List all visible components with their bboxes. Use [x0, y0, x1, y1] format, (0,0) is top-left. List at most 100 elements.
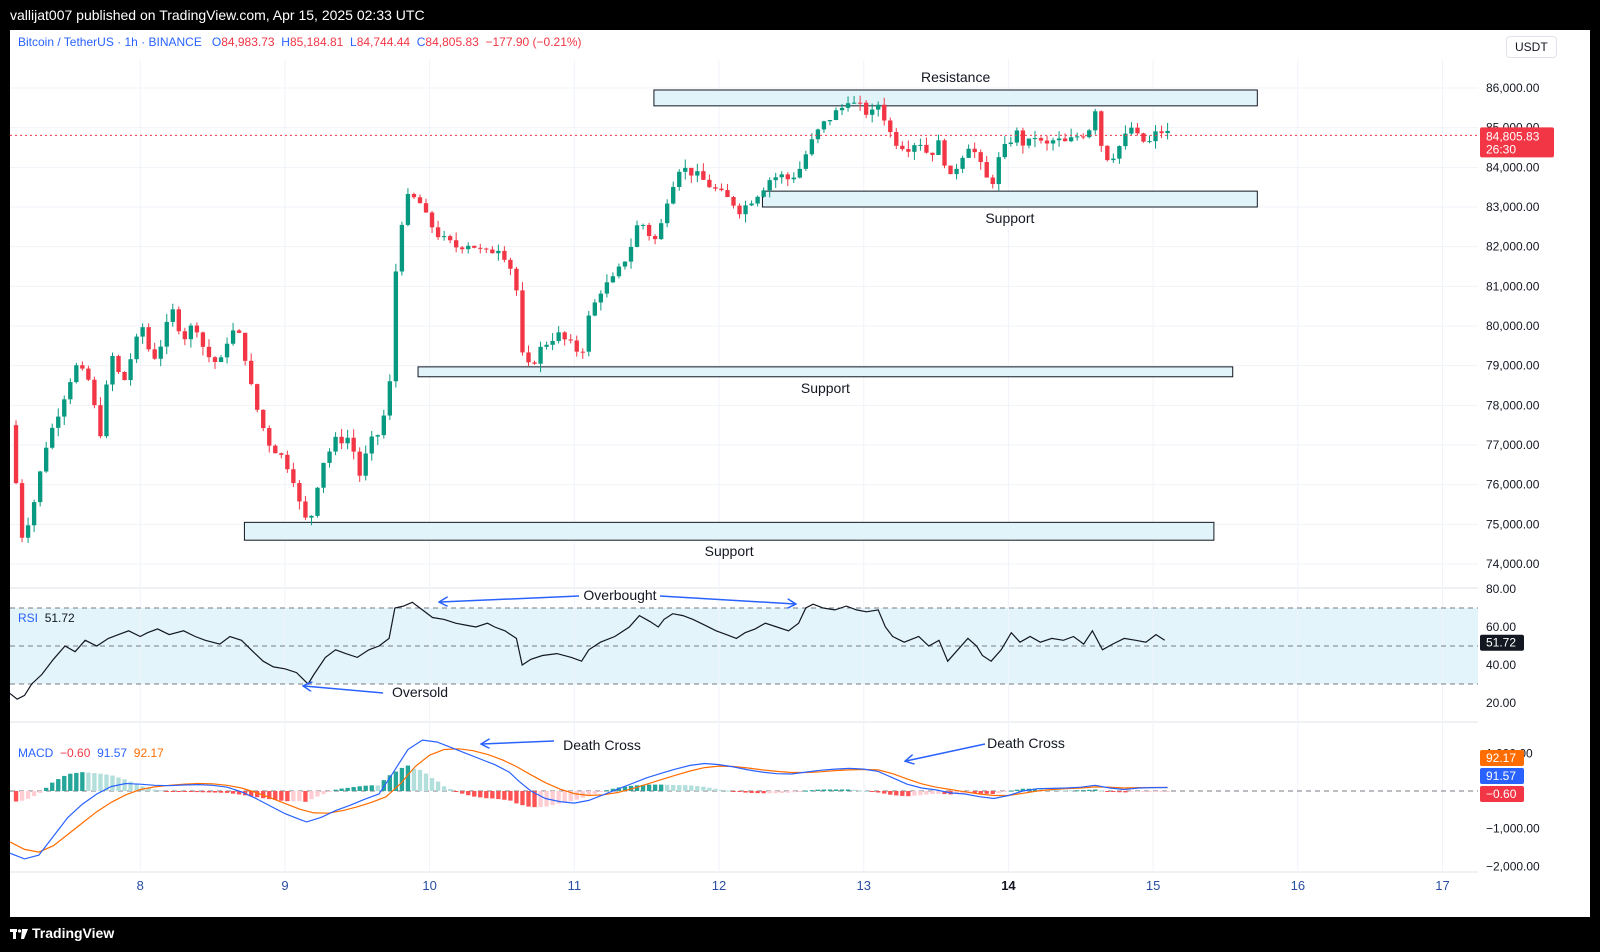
- candle-body: [514, 268, 519, 291]
- macd-histogram-bar: [1068, 790, 1074, 792]
- macd-line: [10, 739, 1168, 860]
- candle-body: [50, 427, 55, 448]
- macd-histogram-bar: [387, 775, 393, 791]
- candle-body: [845, 103, 851, 108]
- tradingview-logo[interactable]: TradingView: [10, 925, 114, 941]
- macd-histogram-bar: [815, 789, 821, 791]
- candle-layer: [10, 95, 1478, 543]
- candle-body: [19, 483, 25, 538]
- candle-body: [1050, 140, 1056, 144]
- candle-body: [960, 157, 965, 169]
- macd-histogram-bar: [743, 791, 748, 793]
- candle-body: [1159, 131, 1164, 134]
- candle-body: [544, 344, 549, 347]
- candle-body: [598, 293, 604, 303]
- candle-body: [586, 315, 591, 352]
- macd-histogram-bar: [303, 791, 308, 802]
- macd-histogram-bar: [508, 791, 513, 801]
- candle-body: [74, 365, 79, 383]
- candle-body: [104, 384, 109, 437]
- macd-histogram-bar: [857, 790, 863, 792]
- candle-body: [399, 224, 405, 272]
- candle-body: [255, 384, 260, 410]
- last-price-label: 84,805.83: [1486, 129, 1540, 143]
- candle-body: [568, 339, 573, 341]
- macd-histogram-bar: [496, 791, 501, 800]
- candle-body: [484, 248, 489, 250]
- rsi-name[interactable]: RSI: [18, 611, 39, 625]
- macd-histogram-bar: [574, 791, 579, 800]
- macd-histogram-bar: [453, 791, 459, 792]
- macd-histogram-bar: [158, 790, 163, 792]
- macd-histogram-bar: [894, 791, 899, 796]
- time-tick-label: 9: [281, 878, 288, 893]
- support-label: Support: [801, 380, 850, 396]
- candle-body: [351, 437, 356, 452]
- candle-body: [737, 205, 742, 215]
- candle-body: [767, 180, 772, 191]
- macd-histogram-bar: [92, 773, 97, 791]
- annotation-arrow: [906, 743, 986, 761]
- macd-histogram-bar: [749, 791, 754, 793]
- macd-histogram-bar: [755, 791, 760, 794]
- candle-body: [122, 372, 127, 381]
- macd-histogram-bar: [478, 791, 483, 798]
- price-tick-label: 83,000.00: [1486, 200, 1540, 214]
- candle-body: [695, 171, 700, 176]
- candle-body: [13, 425, 19, 484]
- macd-histogram-bar: [610, 788, 616, 791]
- candle-body: [363, 453, 368, 476]
- candle-body: [1081, 136, 1086, 138]
- candle-body: [803, 154, 809, 169]
- candle-body: [460, 247, 465, 250]
- macd-histogram-bar: [37, 791, 43, 793]
- macd-histogram-bar: [255, 791, 260, 798]
- macd-histogram-bar: [930, 791, 935, 795]
- macd-histogram-bar: [1062, 790, 1068, 792]
- macd-histogram-bar: [851, 789, 857, 791]
- macd-histogram-bar: [622, 786, 628, 791]
- macd-histogram-bar: [604, 790, 610, 792]
- candle-body: [230, 330, 236, 344]
- macd-histogram-bar: [1014, 789, 1020, 791]
- zone-layer[interactable]: [243, 89, 1258, 541]
- time-tick-label: 11: [568, 878, 582, 893]
- resistance-label: Resistance: [921, 69, 990, 85]
- candle-body: [1147, 141, 1152, 143]
- tradingview-logo-icon: [10, 929, 28, 939]
- macd-line-tag: [1480, 768, 1524, 784]
- macd-histogram-bar: [13, 791, 19, 802]
- macd-histogram-bar: [80, 772, 85, 791]
- candle-body: [580, 351, 585, 353]
- candle-body: [1165, 130, 1170, 134]
- macd-layer: [10, 739, 1478, 860]
- candle-body: [508, 259, 513, 269]
- candle-body: [80, 365, 85, 369]
- candle-body: [936, 140, 941, 155]
- chart-svg[interactable]: 74,000.00 75,000.00 76,000.00 77,000.00 78,0…: [10, 30, 1590, 917]
- candle-body: [309, 515, 314, 518]
- time-tick-label: 8: [137, 878, 144, 893]
- macd-histogram-bar: [460, 791, 465, 794]
- candle-body: [815, 129, 821, 140]
- candle-body: [677, 171, 682, 187]
- candle-body: [37, 471, 43, 503]
- macd-histogram-bar: [273, 791, 278, 800]
- candle-body: [393, 271, 399, 382]
- macd-histogram-bar: [1002, 791, 1007, 792]
- macd-histogram-bar: [1008, 790, 1014, 792]
- macd-histogram-bar: [56, 779, 61, 791]
- macd-histogram-bar: [441, 786, 447, 791]
- symbol-label[interactable]: Bitcoin / TetherUS · 1h · BINANCE: [18, 35, 202, 49]
- candle-body: [236, 330, 242, 333]
- macd-histogram-bar: [152, 789, 157, 791]
- macd-histogram-bar: [1153, 791, 1158, 792]
- currency-button[interactable]: USDT: [1506, 36, 1557, 58]
- macd-histogram-bar: [809, 790, 815, 792]
- macd-histogram-bar: [984, 791, 989, 794]
- candle-body: [785, 174, 790, 180]
- macd-name[interactable]: MACD: [18, 746, 54, 760]
- macd-histogram-bar: [1123, 791, 1128, 793]
- rsi-legend: RSI 51.72: [18, 611, 75, 625]
- candle-body: [1002, 143, 1007, 158]
